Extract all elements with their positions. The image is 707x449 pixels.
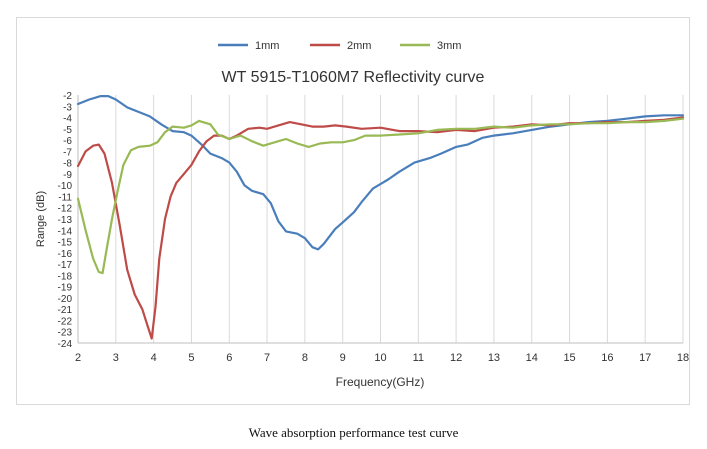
series-line-1mm	[76, 95, 685, 251]
x-tick-label: 3	[113, 352, 119, 364]
y-tick-label: -7	[63, 147, 72, 158]
x-tick-label: 18	[677, 352, 689, 364]
y-tick-label: -9	[63, 170, 72, 181]
x-tick-labels: 2 3 4 5 6 7 8 9 10 11 12 13 14 15 16 17 18	[75, 352, 689, 364]
legend: 1mm 2mm 3mm	[218, 40, 461, 52]
y-tick-label: -10	[58, 181, 73, 192]
grid-lines	[77, 95, 684, 343]
y-tick-label: -24	[58, 339, 73, 350]
legend-item-3mm: 3mm	[400, 40, 461, 52]
y-tick-label: -6	[63, 136, 72, 147]
x-tick-label: 5	[188, 352, 194, 364]
series-line-3mm	[76, 117, 685, 275]
legend-item-2mm: 2mm	[310, 40, 371, 52]
figure-caption: Wave absorption performance test curve	[248, 425, 459, 440]
y-tick-label: -4	[63, 114, 72, 125]
axes	[77, 95, 683, 344]
x-tick-label: 12	[450, 352, 462, 364]
x-tick-label: 9	[340, 352, 346, 364]
y-tick-label: -11	[58, 192, 72, 203]
x-tick-label: 7	[264, 352, 270, 364]
x-tick-label: 6	[226, 352, 232, 364]
y-tick-label: -23	[58, 328, 73, 339]
y-tick-label: -2	[63, 91, 72, 102]
x-tick-label: 17	[639, 352, 651, 364]
x-tick-label: 10	[374, 352, 386, 364]
x-tick-label: 14	[526, 352, 538, 364]
x-tick-label: 11	[413, 352, 424, 364]
y-tick-label: -22	[58, 316, 73, 327]
y-tick-label: -12	[58, 204, 73, 215]
x-tick-label: 16	[601, 352, 613, 364]
series-lines	[76, 95, 685, 340]
y-tick-label: -3	[63, 102, 72, 113]
x-tick-label: 13	[488, 352, 500, 364]
x-tick-label: 2	[75, 352, 81, 364]
y-tick-label: -16	[58, 249, 73, 260]
x-tick-label: 8	[302, 352, 308, 364]
chart-frame	[16, 17, 690, 405]
y-tick-label: -8	[63, 159, 72, 170]
y-tick-label: -5	[63, 125, 72, 136]
y-tick-labels: -2-3-4-5-6-7-8-9-10-11-12-13-14-15-16-17…	[58, 91, 73, 350]
y-tick-label: -17	[58, 260, 73, 271]
y-tick-label: -18	[58, 271, 73, 282]
legend-item-1mm: 1mm	[218, 40, 279, 52]
y-tick-label: -15	[58, 238, 73, 249]
y-tick-label: -21	[58, 305, 73, 316]
y-tick-label: -20	[58, 294, 73, 305]
y-tick-label: -14	[58, 226, 73, 237]
x-tick-label: 15	[563, 352, 575, 364]
x-axis-label: Frequency(GHz)	[336, 375, 425, 389]
legend-label: 1mm	[255, 40, 279, 52]
chart-title: WT 5915-T1060M7 Reflectivity curve	[222, 69, 485, 86]
y-tick-label: -13	[58, 215, 73, 226]
legend-label: 2mm	[347, 40, 371, 52]
legend-label: 3mm	[437, 40, 461, 52]
x-tick-label: 4	[151, 352, 157, 364]
y-tick-label: -19	[58, 283, 73, 294]
y-axis-label: Range (dB)	[35, 191, 47, 247]
